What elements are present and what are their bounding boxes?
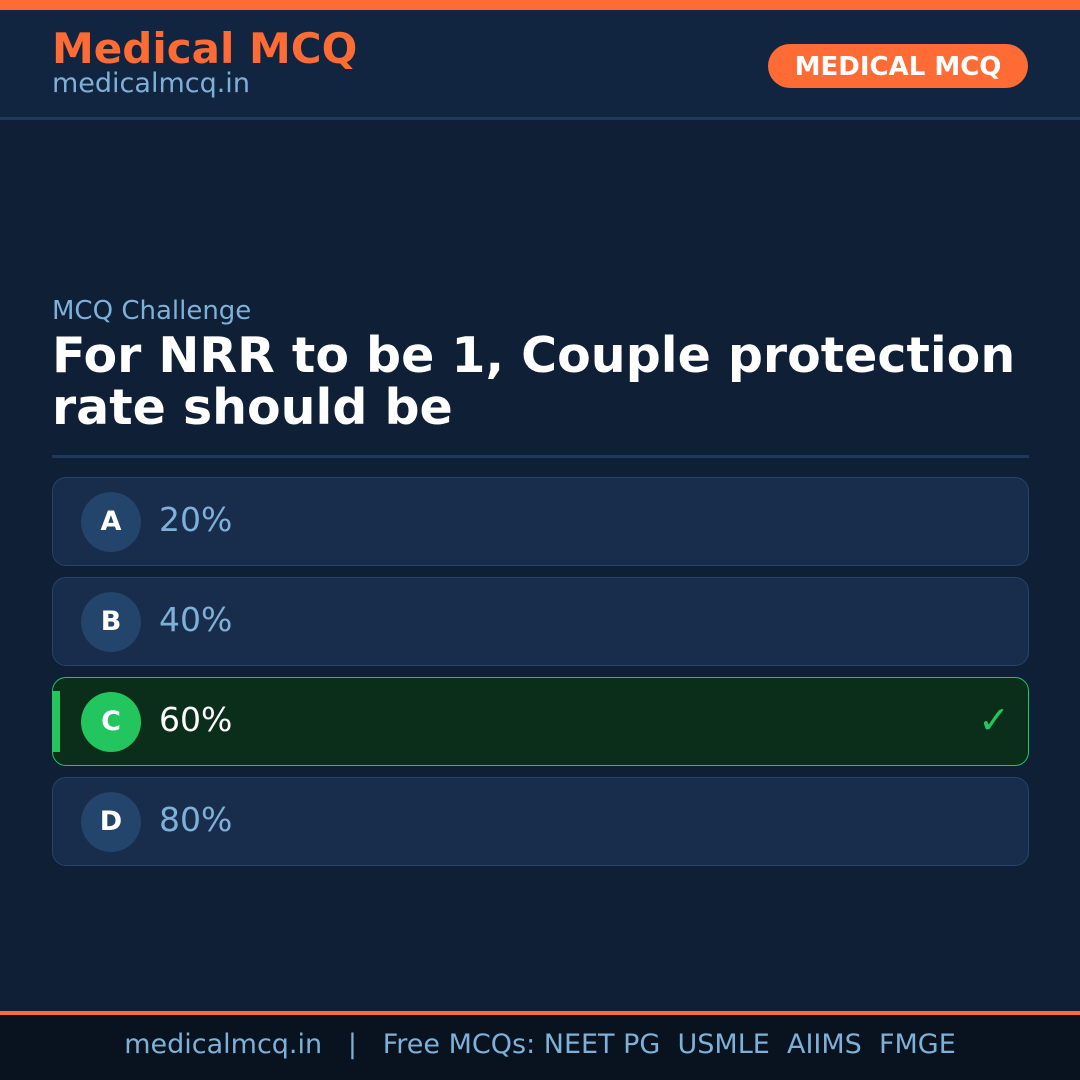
correct-indicator-bar (52, 691, 60, 752)
option-c-correct[interactable]: C 60% ✓ (52, 677, 1029, 766)
footer-text: medicalmcq.in | Free MCQs: NEET PG USMLE… (0, 1015, 1080, 1080)
category-badge: MEDICAL MCQ (768, 44, 1028, 88)
question-text: For NRR to be 1, Couple protection rate … (52, 327, 1016, 436)
footer-accent-line (0, 1011, 1080, 1015)
option-b[interactable]: B 40% (52, 577, 1029, 666)
site-url: medicalmcq.in (52, 68, 250, 99)
option-letter: B (81, 592, 141, 652)
option-text: 80% (159, 800, 233, 839)
brand-title: Medical MCQ (52, 24, 358, 73)
option-a[interactable]: A 20% (52, 477, 1029, 566)
option-letter: A (81, 492, 141, 552)
question-kicker: MCQ Challenge (52, 296, 252, 326)
header: Medical MCQ medicalmcq.in MEDICAL MCQ (0, 10, 1080, 120)
option-text: 20% (159, 500, 233, 539)
option-d[interactable]: D 80% (52, 777, 1029, 866)
option-text: 40% (159, 600, 233, 639)
option-text: 60% (159, 700, 233, 739)
option-letter: C (81, 692, 141, 752)
option-letter: D (81, 792, 141, 852)
divider (52, 455, 1029, 458)
top-accent-bar (0, 0, 1080, 10)
check-icon: ✓ (978, 698, 1010, 742)
